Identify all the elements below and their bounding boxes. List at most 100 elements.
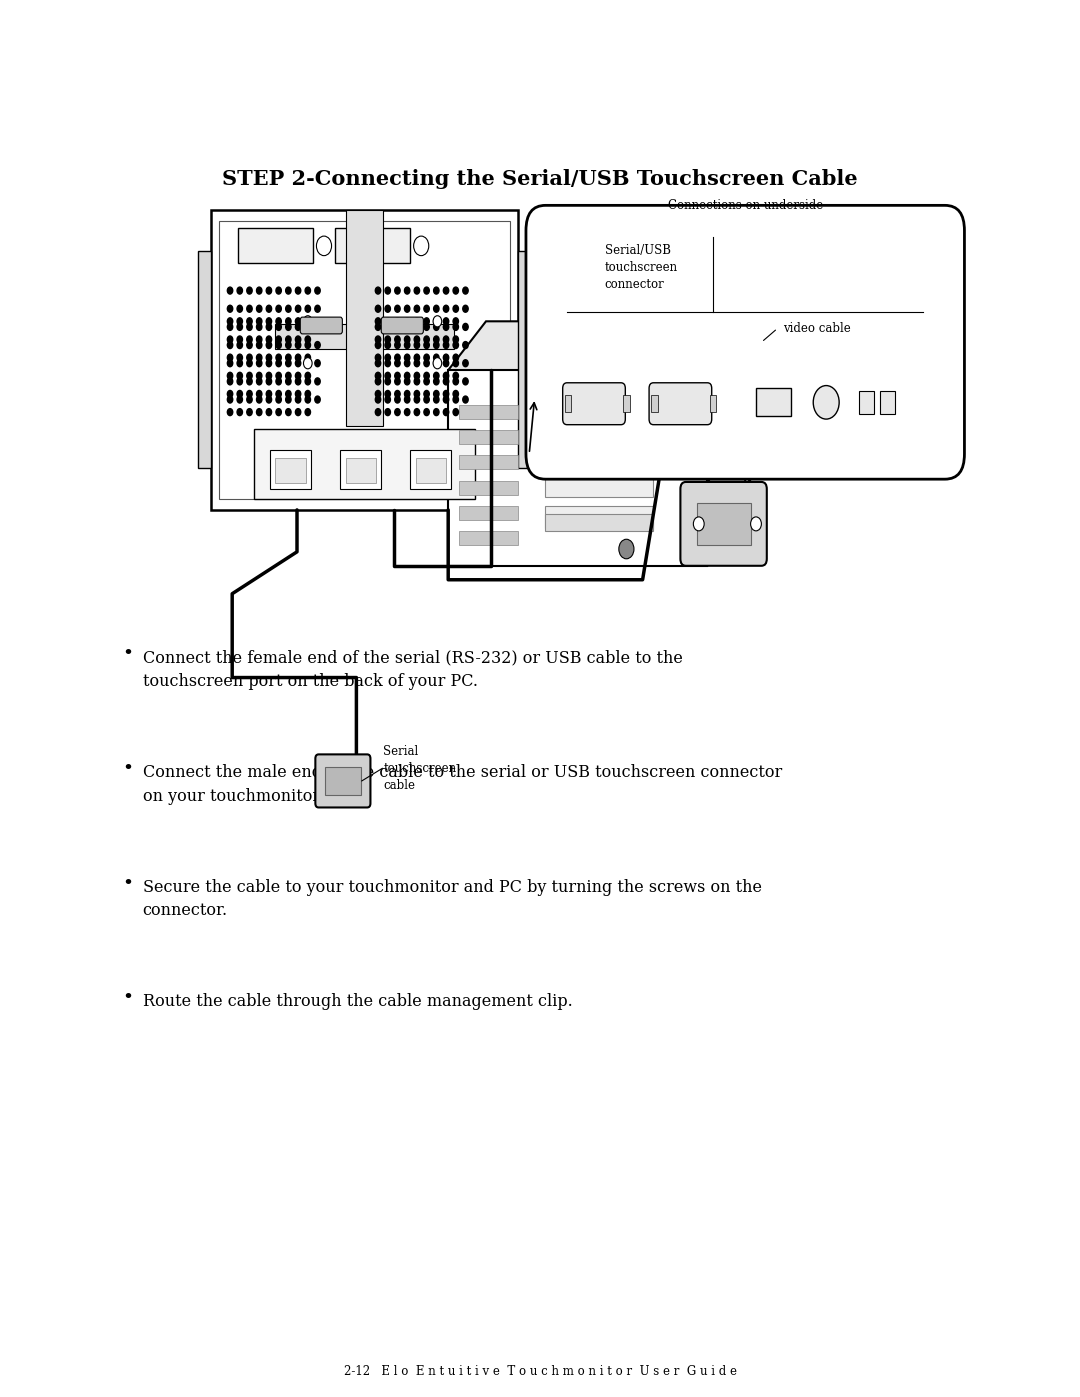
Circle shape bbox=[405, 324, 410, 331]
Circle shape bbox=[246, 372, 252, 379]
Circle shape bbox=[376, 342, 380, 349]
Circle shape bbox=[384, 288, 391, 295]
Bar bbox=[346, 210, 383, 426]
Circle shape bbox=[285, 317, 292, 326]
Circle shape bbox=[285, 342, 292, 349]
Circle shape bbox=[414, 288, 419, 295]
Circle shape bbox=[395, 317, 400, 326]
Circle shape bbox=[296, 390, 300, 398]
Circle shape bbox=[395, 360, 400, 367]
Circle shape bbox=[454, 397, 458, 402]
Circle shape bbox=[454, 360, 458, 367]
Circle shape bbox=[296, 317, 300, 326]
Circle shape bbox=[267, 335, 272, 342]
Circle shape bbox=[384, 324, 391, 331]
Circle shape bbox=[384, 372, 391, 379]
Bar bbox=[710, 395, 716, 412]
Circle shape bbox=[228, 353, 233, 360]
Circle shape bbox=[257, 342, 261, 349]
Circle shape bbox=[276, 288, 281, 295]
Circle shape bbox=[395, 397, 400, 402]
Circle shape bbox=[395, 342, 400, 349]
Circle shape bbox=[423, 379, 429, 386]
FancyBboxPatch shape bbox=[563, 383, 625, 425]
Circle shape bbox=[228, 342, 233, 349]
Circle shape bbox=[405, 288, 410, 295]
Circle shape bbox=[443, 342, 449, 349]
Circle shape bbox=[376, 306, 380, 313]
Circle shape bbox=[228, 360, 233, 367]
Circle shape bbox=[443, 353, 449, 360]
Circle shape bbox=[238, 317, 242, 326]
Circle shape bbox=[384, 317, 391, 326]
Circle shape bbox=[434, 360, 438, 367]
Circle shape bbox=[246, 288, 252, 295]
Circle shape bbox=[384, 379, 391, 386]
Circle shape bbox=[434, 353, 438, 360]
Circle shape bbox=[384, 408, 391, 416]
Circle shape bbox=[414, 335, 419, 342]
Circle shape bbox=[267, 397, 272, 402]
Bar bbox=[211, 210, 518, 510]
Circle shape bbox=[305, 353, 311, 360]
Circle shape bbox=[414, 360, 419, 367]
Text: Serial/USB
touchscreen
connector: Serial/USB touchscreen connector bbox=[605, 244, 678, 292]
Circle shape bbox=[257, 372, 261, 379]
Text: Secure the cable to your touchmonitor and PC by turning the screws on the
connec: Secure the cable to your touchmonitor an… bbox=[143, 879, 761, 919]
FancyBboxPatch shape bbox=[315, 754, 370, 807]
Circle shape bbox=[376, 379, 380, 386]
Circle shape bbox=[238, 372, 242, 379]
Circle shape bbox=[276, 372, 281, 379]
Circle shape bbox=[285, 360, 292, 367]
Circle shape bbox=[434, 342, 438, 349]
Circle shape bbox=[228, 372, 233, 379]
Circle shape bbox=[246, 353, 252, 360]
Circle shape bbox=[414, 379, 419, 386]
Circle shape bbox=[276, 379, 281, 386]
FancyBboxPatch shape bbox=[300, 317, 342, 334]
Circle shape bbox=[257, 306, 261, 313]
Circle shape bbox=[315, 342, 320, 349]
Bar bbox=[325, 767, 361, 795]
Bar bbox=[459, 481, 518, 495]
Circle shape bbox=[267, 324, 272, 331]
Circle shape bbox=[296, 379, 300, 386]
Bar bbox=[713, 490, 738, 507]
Circle shape bbox=[454, 324, 458, 331]
Circle shape bbox=[228, 317, 233, 326]
Circle shape bbox=[246, 317, 252, 326]
Circle shape bbox=[257, 390, 261, 398]
Circle shape bbox=[443, 390, 449, 398]
Circle shape bbox=[414, 390, 419, 398]
Circle shape bbox=[384, 342, 391, 349]
Text: Connect the female end of the serial (RS-232) or USB cable to the
touchscreen po: Connect the female end of the serial (RS… bbox=[143, 650, 683, 690]
Bar bbox=[545, 514, 653, 531]
Circle shape bbox=[276, 360, 281, 367]
Circle shape bbox=[405, 342, 410, 349]
Bar bbox=[713, 367, 738, 384]
Circle shape bbox=[423, 372, 429, 379]
Circle shape bbox=[228, 288, 233, 295]
Circle shape bbox=[384, 306, 391, 313]
Circle shape bbox=[693, 517, 704, 531]
Circle shape bbox=[276, 397, 281, 402]
Circle shape bbox=[296, 353, 300, 360]
Circle shape bbox=[285, 408, 292, 416]
Circle shape bbox=[414, 408, 419, 416]
Circle shape bbox=[246, 342, 252, 349]
Text: Route the cable through the cable management clip.: Route the cable through the cable manage… bbox=[143, 993, 572, 1010]
Circle shape bbox=[414, 353, 419, 360]
Circle shape bbox=[414, 372, 419, 379]
Text: •: • bbox=[122, 875, 133, 893]
Circle shape bbox=[443, 372, 449, 379]
Circle shape bbox=[305, 317, 311, 326]
Circle shape bbox=[414, 324, 419, 331]
Circle shape bbox=[267, 317, 272, 326]
Circle shape bbox=[285, 372, 292, 379]
Circle shape bbox=[405, 335, 410, 342]
Bar bbox=[859, 391, 874, 414]
Circle shape bbox=[384, 335, 391, 342]
Circle shape bbox=[405, 360, 410, 367]
Circle shape bbox=[395, 408, 400, 416]
Circle shape bbox=[228, 397, 233, 402]
